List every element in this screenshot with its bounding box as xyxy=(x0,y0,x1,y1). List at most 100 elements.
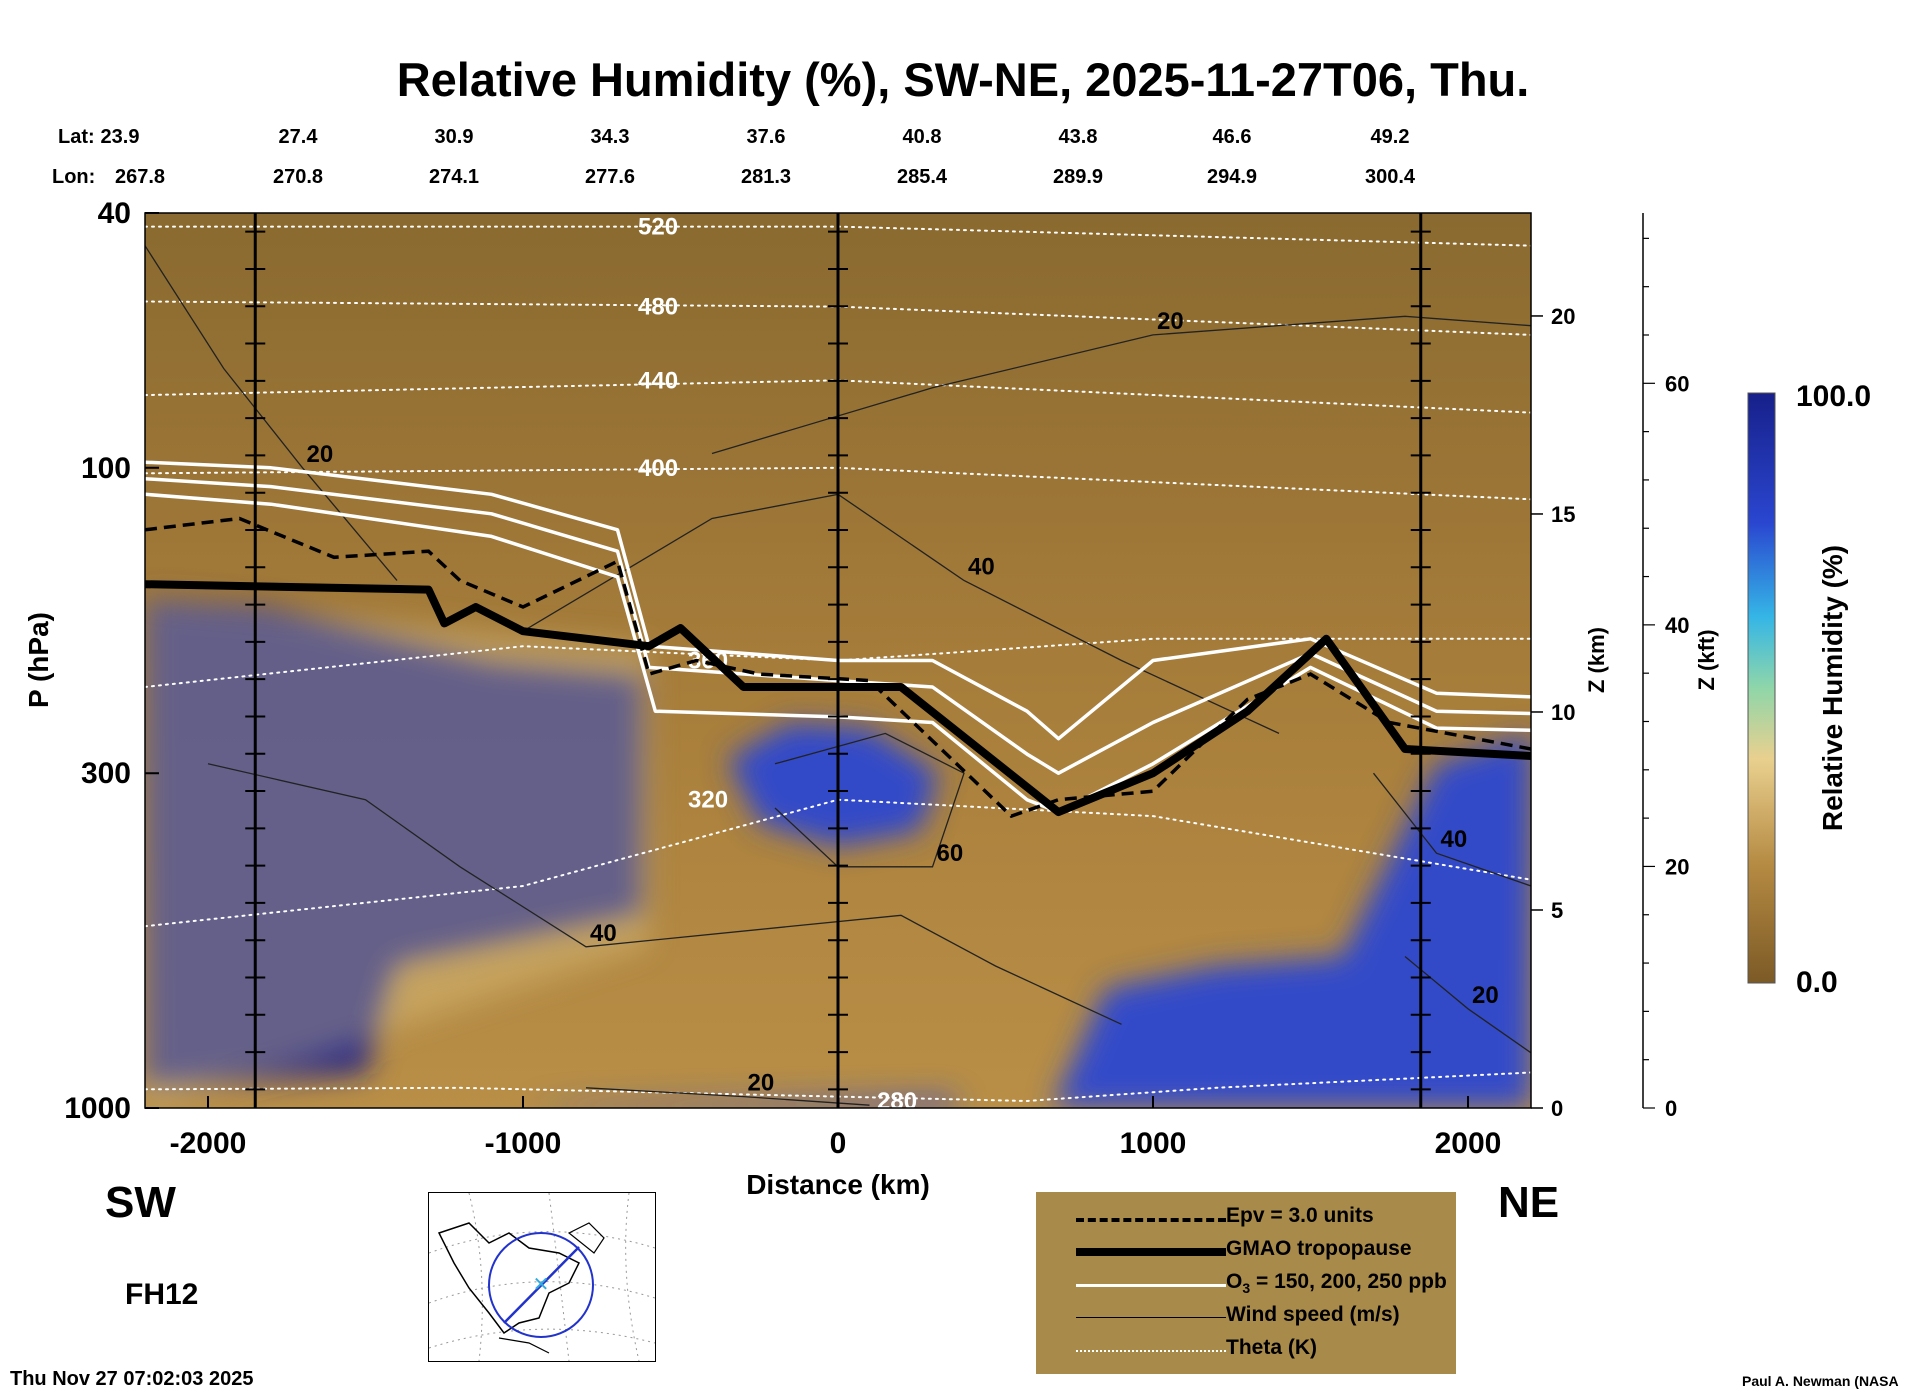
lat-value: 23.9 xyxy=(100,126,140,148)
wind-label: 20 xyxy=(1472,982,1499,1009)
y-tick-label: 300 xyxy=(81,757,131,790)
theta-label: 400 xyxy=(638,455,678,482)
theta-label: 520 xyxy=(638,214,678,241)
timestamp: Thu Nov 27 07:02:03 2025 xyxy=(10,1368,254,1390)
lon-row: Lon: 267.8 270.8 274.1 277.6 281.3 285.4 289.9… xyxy=(0,166,1926,192)
legend-label-epv: Epv = 3.0 units xyxy=(1226,1204,1374,1227)
km-tick-label: 5 xyxy=(1551,898,1563,923)
legend-item-tropopause: GMAO tropopause xyxy=(1036,1235,1456,1267)
lon-value: 300.4 xyxy=(1364,166,1416,188)
y-tick-label: 100 xyxy=(81,452,131,485)
tropopause-line xyxy=(145,580,1531,817)
lon-value: 294.9 xyxy=(1206,166,1258,188)
legend-label-theta: Theta (K) xyxy=(1226,1336,1317,1359)
legend-swatch-ozone xyxy=(1076,1284,1226,1287)
km-tick-label: 20 xyxy=(1551,304,1575,329)
lon-value: 277.6 xyxy=(584,166,636,188)
x-axis-label: Distance (km) xyxy=(746,1169,930,1200)
wind-contour xyxy=(1372,772,1531,887)
theta-label: 440 xyxy=(638,367,678,394)
colorbar-label: Relative Humidity (%) xyxy=(1817,545,1848,831)
lon-label: Lon: xyxy=(52,166,96,188)
wind-label: 20 xyxy=(748,1070,775,1097)
kft-axis-label: Z (kft) xyxy=(1694,629,1719,690)
direction-ne: NE xyxy=(1498,1178,1560,1227)
lon-value: 267.8 xyxy=(114,166,166,188)
wind-contour xyxy=(207,763,1122,1025)
credit: Paul A. Newman (NASA xyxy=(1742,1373,1899,1389)
lat-value: 34.3 xyxy=(590,126,630,148)
wind-label: 20 xyxy=(307,441,334,468)
direction-sw: SW xyxy=(105,1178,176,1227)
x-tick-label: 1000 xyxy=(1120,1127,1187,1160)
km-tick-label: 10 xyxy=(1551,700,1575,725)
legend-label-wind: Wind speed (m/s) xyxy=(1226,1303,1400,1326)
legend-item-ozone: O3 = 150, 200, 250 ppb xyxy=(1036,1268,1456,1300)
legend-swatch-wind xyxy=(1076,1317,1226,1318)
legend: Epv = 3.0 units GMAO tropopause O3 = 150… xyxy=(1036,1192,1456,1374)
x-tick-label: 0 xyxy=(830,1127,847,1160)
wind-label: 20 xyxy=(1157,308,1184,335)
lat-value: 49.2 xyxy=(1370,126,1410,148)
locator-map: ✕ xyxy=(428,1192,656,1362)
kft-tick-label: 0 xyxy=(1665,1096,1677,1121)
theta-label: 280 xyxy=(877,1088,917,1115)
colorbar-min-label: 0.0 xyxy=(1796,966,1838,999)
ozone-contour xyxy=(145,492,1531,814)
legend-label-tropopause: GMAO tropopause xyxy=(1226,1237,1412,1260)
locator-map-drawing: ✕ xyxy=(428,1192,656,1362)
theta-label: 320 xyxy=(688,787,728,814)
wind-label: 40 xyxy=(590,920,617,947)
lat-value: 37.6 xyxy=(746,126,786,148)
forecast-hour: FH12 xyxy=(125,1278,199,1311)
legend-item-theta: Theta (K) xyxy=(1036,1334,1456,1366)
lon-value: 285.4 xyxy=(896,166,948,188)
wind-contour xyxy=(711,315,1531,455)
lat-value: 46.6 xyxy=(1212,126,1252,148)
rh-region-fringe xyxy=(145,598,649,1108)
wind-contour xyxy=(774,732,965,868)
colorbar-max-label: 100.0 xyxy=(1796,380,1871,413)
legend-label-ozone: O3 = 150, 200, 250 ppb xyxy=(1226,1270,1447,1297)
lon-value: 289.9 xyxy=(1052,166,1104,188)
wind-label: 40 xyxy=(1441,826,1468,853)
theta-label: 480 xyxy=(638,294,678,321)
ozone-contour xyxy=(145,460,1531,741)
lon-value: 274.1 xyxy=(428,166,480,188)
y-tick-label: 1000 xyxy=(64,1092,131,1125)
lon-value: 270.8 xyxy=(272,166,324,188)
wind-contour xyxy=(1404,955,1531,1054)
rh-region xyxy=(523,1096,964,1108)
lat-value: 27.4 xyxy=(278,126,318,148)
legend-item-epv: Epv = 3.0 units xyxy=(1036,1202,1456,1234)
colorbar xyxy=(1747,392,1776,984)
kft-tick-label: 40 xyxy=(1665,613,1689,638)
lat-value: 30.9 xyxy=(434,126,474,148)
svg-text:✕: ✕ xyxy=(533,1274,550,1296)
y-tick-label: 40 xyxy=(98,197,131,230)
x-tick-label: -1000 xyxy=(485,1127,562,1160)
lat-label: Lat: xyxy=(58,126,95,148)
legend-swatch-tropopause xyxy=(1076,1248,1226,1256)
km-axis-label: Z (km) xyxy=(1584,627,1609,693)
kft-tick-label: 60 xyxy=(1665,371,1689,396)
wind-contour xyxy=(522,493,1280,734)
x-tick-label: 2000 xyxy=(1435,1127,1502,1160)
wind-label: 40 xyxy=(968,554,995,581)
kft-tick-label: 20 xyxy=(1665,854,1689,879)
wind-contour xyxy=(585,1087,870,1106)
legend-swatch-theta xyxy=(1076,1350,1226,1352)
y-axis-label: P (hPa) xyxy=(23,612,54,708)
km-tick-label: 0 xyxy=(1551,1096,1563,1121)
lon-value: 281.3 xyxy=(740,166,792,188)
km-tick-label: 15 xyxy=(1551,502,1575,527)
lat-value: 43.8 xyxy=(1058,126,1098,148)
lat-row: Lat: 23.9 27.4 30.9 34.3 37.6 40.8 43.8 46.6 49.… xyxy=(0,126,1926,152)
chart-title: Relative Humidity (%), SW-NE, 2025-11-27… xyxy=(396,53,1530,106)
wind-label: 60 xyxy=(937,840,964,867)
rh-region xyxy=(727,722,939,847)
legend-item-wind: Wind speed (m/s) xyxy=(1036,1301,1456,1333)
lat-value: 40.8 xyxy=(902,126,942,148)
legend-swatch-epv xyxy=(1076,1218,1226,1222)
